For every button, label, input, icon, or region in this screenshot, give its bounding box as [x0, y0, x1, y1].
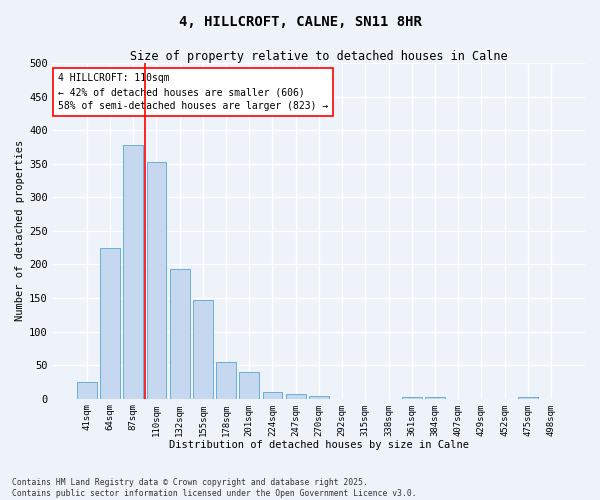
Bar	[170, 269, 190, 398]
Text: Contains HM Land Registry data © Crown copyright and database right 2025.
Contai: Contains HM Land Registry data © Crown c…	[12, 478, 416, 498]
Bar	[124, 145, 143, 399]
Bar	[425, 396, 445, 398]
Text: 4, HILLCROFT, CALNE, SN11 8HR: 4, HILLCROFT, CALNE, SN11 8HR	[179, 15, 421, 29]
Y-axis label: Number of detached properties: Number of detached properties	[15, 140, 25, 322]
Bar	[216, 362, 236, 399]
Bar	[286, 394, 305, 398]
X-axis label: Distribution of detached houses by size in Calne: Distribution of detached houses by size …	[169, 440, 469, 450]
Title: Size of property relative to detached houses in Calne: Size of property relative to detached ho…	[130, 50, 508, 63]
Text: 4 HILLCROFT: 110sqm
← 42% of detached houses are smaller (606)
58% of semi-detac: 4 HILLCROFT: 110sqm ← 42% of detached ho…	[58, 73, 328, 111]
Bar	[193, 300, 213, 398]
Bar	[77, 382, 97, 398]
Bar	[309, 396, 329, 398]
Bar	[239, 372, 259, 398]
Bar	[402, 396, 422, 398]
Bar	[146, 162, 166, 398]
Bar	[518, 396, 538, 398]
Bar	[100, 248, 120, 398]
Bar	[263, 392, 283, 398]
